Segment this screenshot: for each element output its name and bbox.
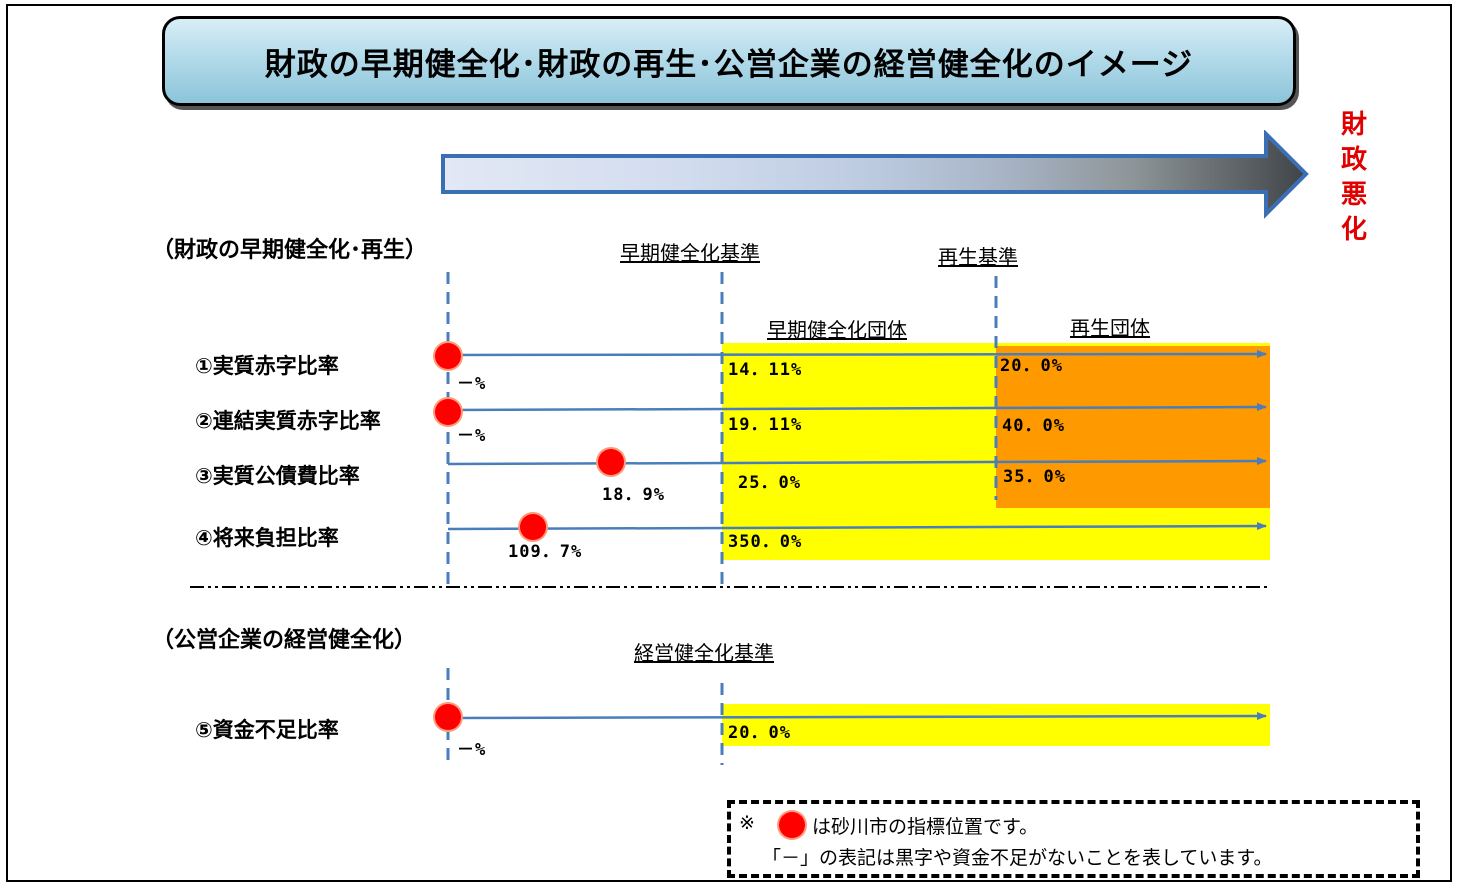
indicator-4-early-threshold: 350．0% — [728, 532, 803, 552]
arrow-label-fiscal-deterioration: 財政悪化 — [1340, 110, 1367, 245]
page-title: 財政の早期健全化･財政の再生･公営企業の経営健全化のイメージ — [264, 46, 1194, 83]
deterioration-arrow — [441, 130, 1309, 219]
indicator-4-arrow — [447, 522, 1267, 531]
city-marker-1 — [435, 343, 461, 369]
zone-rebuild-label: 再生団体 — [1070, 316, 1150, 340]
indicator-1-arrow — [447, 350, 1267, 359]
indicator-1-label: ①実質赤字比率 — [195, 354, 339, 378]
indicator-2-early-threshold: 19．11% — [728, 415, 803, 435]
indicator-2-arrow — [447, 403, 1267, 412]
indicator-5-city-value: －% — [457, 740, 487, 760]
city-marker-3 — [598, 449, 624, 475]
rebuild-zone — [996, 346, 1270, 508]
indicator-2-city-value: －% — [457, 426, 487, 446]
note-line-2: 「－」の表記は黒字や資金不足がないことを表しています。 — [762, 847, 1273, 869]
indicator-3-arrow — [447, 457, 1267, 466]
indicator-2-label: ②連結実質赤字比率 — [195, 409, 381, 433]
indicator-1-rebuild-threshold: 20．0% — [1000, 356, 1063, 376]
city-marker-4 — [520, 514, 546, 540]
section-fiscal-heading: （財政の早期健全化･再生） — [152, 238, 428, 263]
note-marker-icon — [779, 812, 805, 838]
note-mark: ※ — [739, 812, 755, 834]
criterion-early-label: 早期健全化基準 — [620, 241, 760, 265]
criterion-management-label: 経営健全化基準 — [634, 641, 774, 665]
criterion-rebuild-label: 再生基準 — [938, 245, 1018, 269]
indicator-5-label: ⑤資金不足比率 — [195, 718, 339, 742]
indicator-4-city-value: 109．7% — [508, 542, 583, 562]
management-zone — [722, 704, 1270, 746]
indicator-2-rebuild-threshold: 40．0% — [1002, 416, 1065, 436]
indicator-1-city-value: －% — [457, 374, 487, 394]
indicator-1-early-threshold: 14．11% — [728, 360, 803, 380]
indicator-3-early-threshold: 25．0% — [738, 473, 801, 493]
figure-frame — [6, 4, 1452, 882]
section-enterprise-heading: （公営企業の経営健全化） — [152, 628, 417, 653]
indicator-3-rebuild-threshold: 35．0% — [1003, 467, 1066, 487]
city-marker-2 — [435, 399, 461, 425]
indicator-3-label: ③実質公債費比率 — [195, 464, 360, 488]
indicator-4-label: ④将来負担比率 — [195, 526, 339, 550]
title-box: 財政の早期健全化･財政の再生･公営企業の経営健全化のイメージ — [162, 16, 1296, 106]
zone-early-label: 早期健全化団体 — [767, 318, 907, 342]
city-marker-5 — [435, 704, 461, 730]
legend-note — [727, 800, 1420, 878]
indicator-3-city-value: 18．9% — [602, 485, 665, 505]
note-line-1: は砂川市の指標位置です。 — [812, 816, 1039, 838]
indicator-5-arrow — [447, 712, 1267, 721]
indicator-5-management-threshold: 20．0% — [728, 723, 791, 743]
